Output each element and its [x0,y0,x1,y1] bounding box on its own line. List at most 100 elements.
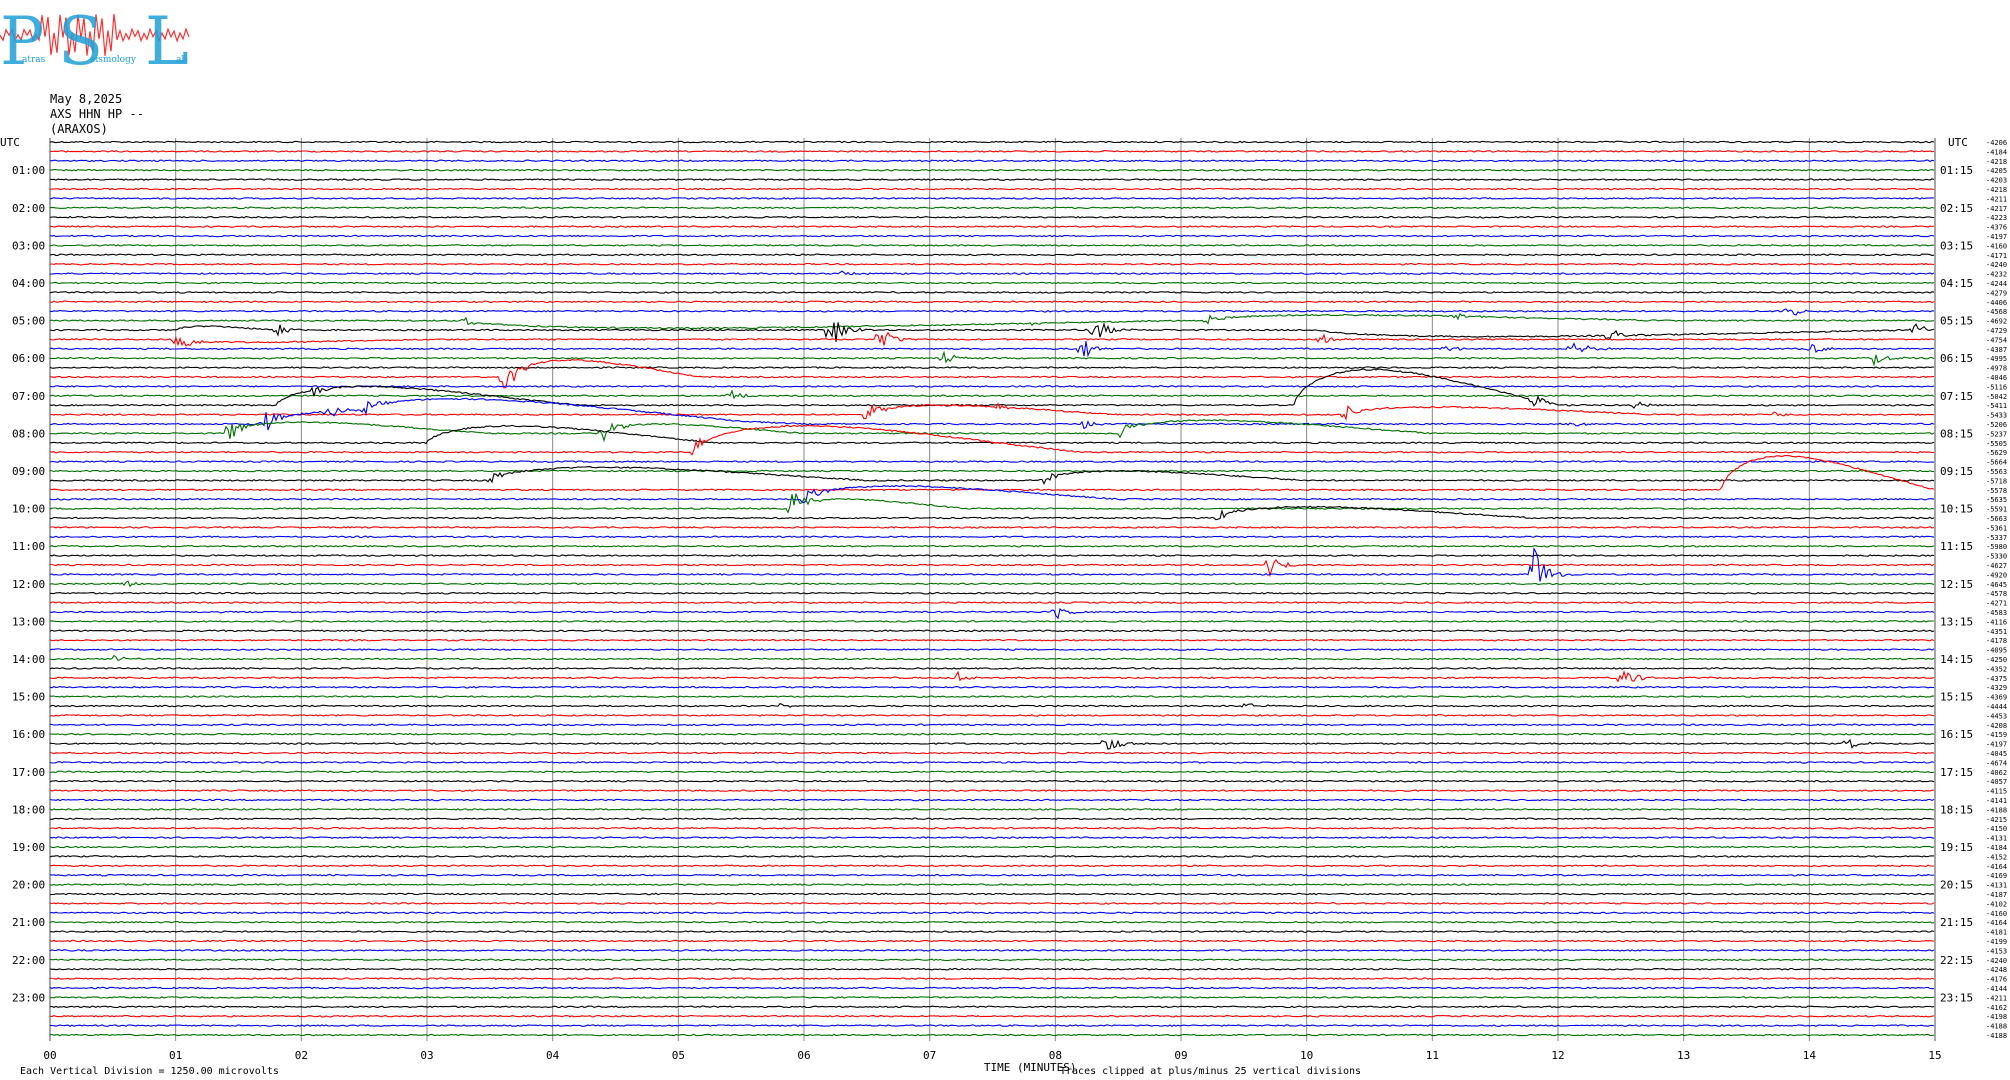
seismic-trace [49,761,1935,764]
seismic-trace [49,607,1935,620]
left-utc-label: UTC [0,136,20,149]
left-hour-label: 12:00 [12,578,45,591]
seismic-trace [49,751,1935,755]
trace-offset-label: -4444 [1986,703,2007,711]
trace-offset-label: -4062 [1986,769,2007,777]
seismic-trace [49,244,1934,247]
seismic-trace [49,967,1935,971]
trace-offset-label: -5563 [1986,468,2007,476]
trace-offset-label: -4206 [1986,139,2007,147]
seismic-trace [49,558,1935,578]
seismic-trace [49,389,1935,400]
seismic-trace [49,591,1935,595]
trace-offset-label: -5411 [1986,402,2007,410]
seismic-trace [49,654,1935,662]
trace-offset-label: -4211 [1986,994,2007,1002]
right-hour-label: 08:15 [1940,427,1973,440]
seismic-trace [49,300,1935,304]
seismic-trace [49,466,1935,486]
left-hour-label: 01:00 [12,164,45,177]
seismic-trace [49,883,1935,886]
trace-offset-label: -4178 [1986,637,2007,645]
seismic-trace [49,986,1935,990]
seismic-trace [49,187,1935,191]
trace-offset-label: -4188 [1986,1023,2007,1031]
trace-offset-label: -4369 [1986,694,2007,702]
trace-offset-label: -4208 [1986,722,2007,730]
trace-offset-label: -4046 [1986,374,2007,382]
left-hour-label: 15:00 [12,691,45,704]
trace-offset-label: -4150 [1986,825,2007,833]
seismic-trace [49,958,1935,962]
x-tick-label: 03 [420,1049,433,1062]
right-hour-label: 05:15 [1940,315,1973,328]
trace-offset-label: -4271 [1986,600,2007,608]
right-hour-label: 14:15 [1940,653,1973,666]
seismic-trace [49,168,1935,172]
trace-offset-label: -4215 [1986,816,2007,824]
right-hour-label: 02:15 [1940,202,1973,215]
trace-offset-label: -5361 [1986,524,2007,532]
right-hour-label: 22:15 [1940,954,1973,967]
seismic-trace [49,685,1935,689]
seismic-trace [49,253,1935,257]
trace-offset-label: -4199 [1986,938,2007,946]
seismic-trace [49,206,1935,210]
trace-offset-label: -4187 [1986,891,2007,899]
x-tick-label: 01 [169,1049,182,1062]
seismic-trace [49,620,1934,623]
seismic-trace [49,424,1935,456]
seismic-trace [49,331,1935,347]
trace-offset-label: -5433 [1986,412,2007,420]
trace-offset-label: -4171 [1986,252,2007,260]
x-tick-label: 15 [1928,1049,1941,1062]
seismic-trace [49,1005,1935,1009]
trace-offset-label: -4184 [1986,148,2007,156]
trace-offset-label: -4188 [1986,1032,2007,1040]
right-hour-label: 13:15 [1940,615,1973,628]
right-hour-label: 19:15 [1940,841,1973,854]
seismic-trace [49,892,1935,896]
seismic-trace [49,864,1935,868]
seismic-trace [49,601,1935,604]
trace-offset-label: -4211 [1986,195,2007,203]
trace-offset-label: -4351 [1986,628,2007,636]
trace-offset-label: -5718 [1986,477,2007,485]
trace-offset-label: -4406 [1986,299,2007,307]
trace-offset-label: -4218 [1986,158,2007,166]
seismic-trace [49,920,1935,924]
trace-offset-label: -4578 [1986,590,2007,598]
seismic-trace [49,225,1935,228]
trace-offset-label: -4645 [1986,581,2007,589]
trace-offset-label: -5116 [1986,383,2007,391]
right-hour-label: 04:15 [1940,277,1973,290]
trace-offset-label: -4244 [1986,280,2007,288]
seismic-trace [49,312,1934,330]
seismic-trace [49,350,1935,367]
seismic-trace [49,505,1935,521]
x-tick-label: 00 [43,1049,56,1062]
trace-offset-label: -4164 [1986,863,2007,871]
trace-offset-label: -4159 [1986,731,2007,739]
seismic-trace [50,281,1935,285]
trace-offset-label: -4583 [1986,609,2007,617]
trace-offset-label: -4144 [1986,985,2007,993]
trace-offset-label: -4352 [1986,665,2007,673]
trace-offset-label: -4978 [1986,365,2007,373]
seismic-trace [49,178,1935,181]
trace-offset-label: -4152 [1986,853,2007,861]
trace-offset-label: -4115 [1986,788,2007,796]
seismic-trace [50,930,1935,933]
trace-offset-label: -4674 [1986,759,2007,767]
x-tick-label: 12 [1551,1049,1564,1062]
seismic-trace [49,544,1935,548]
right-hour-label: 12:15 [1940,578,1973,591]
right-hour-label: 20:15 [1940,879,1973,892]
vertical-division-note: Each Vertical Division = 1250.00 microvo… [20,1066,279,1077]
seismic-trace [49,770,1935,774]
seismic-trace [49,855,1934,858]
trace-offset-label: -4181 [1986,929,2007,937]
left-hour-label: 07:00 [12,390,45,403]
